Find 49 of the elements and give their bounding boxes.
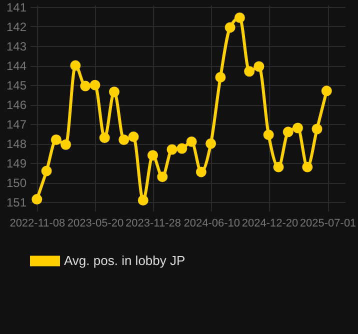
x-tick-label: 2023-11-28 [126, 218, 181, 230]
point [254, 61, 264, 72]
point [108, 86, 120, 98]
y-tick-label: 142 [6, 20, 27, 34]
y-tick-label: 146 [6, 98, 27, 112]
point [50, 134, 62, 145]
point [196, 166, 206, 178]
point [176, 143, 188, 154]
y-tick-label: 147 [6, 118, 27, 132]
point [234, 12, 245, 23]
point [321, 86, 332, 96]
point [224, 22, 236, 33]
point [41, 166, 52, 176]
point [128, 132, 139, 142]
x-tick-label: 2022-11-08 [10, 218, 66, 230]
point [302, 162, 313, 172]
point [206, 138, 216, 149]
point [186, 136, 197, 147]
point [138, 195, 148, 206]
point [157, 172, 168, 182]
point [263, 130, 274, 140]
y-tick-label: 151 [6, 196, 27, 210]
x-tick-label: 2025-07-01 [300, 218, 356, 230]
x-tick-label: 2024-06-10 [184, 218, 240, 230]
y-tick-label: 148 [6, 137, 27, 152]
point [166, 144, 178, 155]
y-tick-label: 144 [6, 59, 27, 74]
point [60, 139, 72, 150]
point [99, 132, 110, 144]
y-tick-label: 149 [6, 156, 27, 171]
point [80, 80, 91, 92]
point [90, 80, 100, 90]
point [292, 122, 304, 134]
y-tick-label: 143 [6, 40, 27, 54]
point [282, 126, 294, 138]
point [70, 60, 81, 71]
x-tick-label: 2023-05-20 [67, 218, 124, 230]
legend-label: Avg. pos. in lobby JP [64, 253, 186, 268]
point [215, 72, 226, 82]
point [244, 66, 255, 77]
x-tick-label: 2024-12-20 [242, 218, 298, 230]
y-tick-label: 145 [6, 78, 27, 93]
point [118, 134, 130, 145]
point [273, 162, 284, 172]
y-tick-label: 150 [6, 176, 27, 190]
point [32, 194, 42, 205]
point [312, 124, 322, 134]
y-tick-label: 141 [6, 0, 27, 14]
point [148, 150, 158, 161]
